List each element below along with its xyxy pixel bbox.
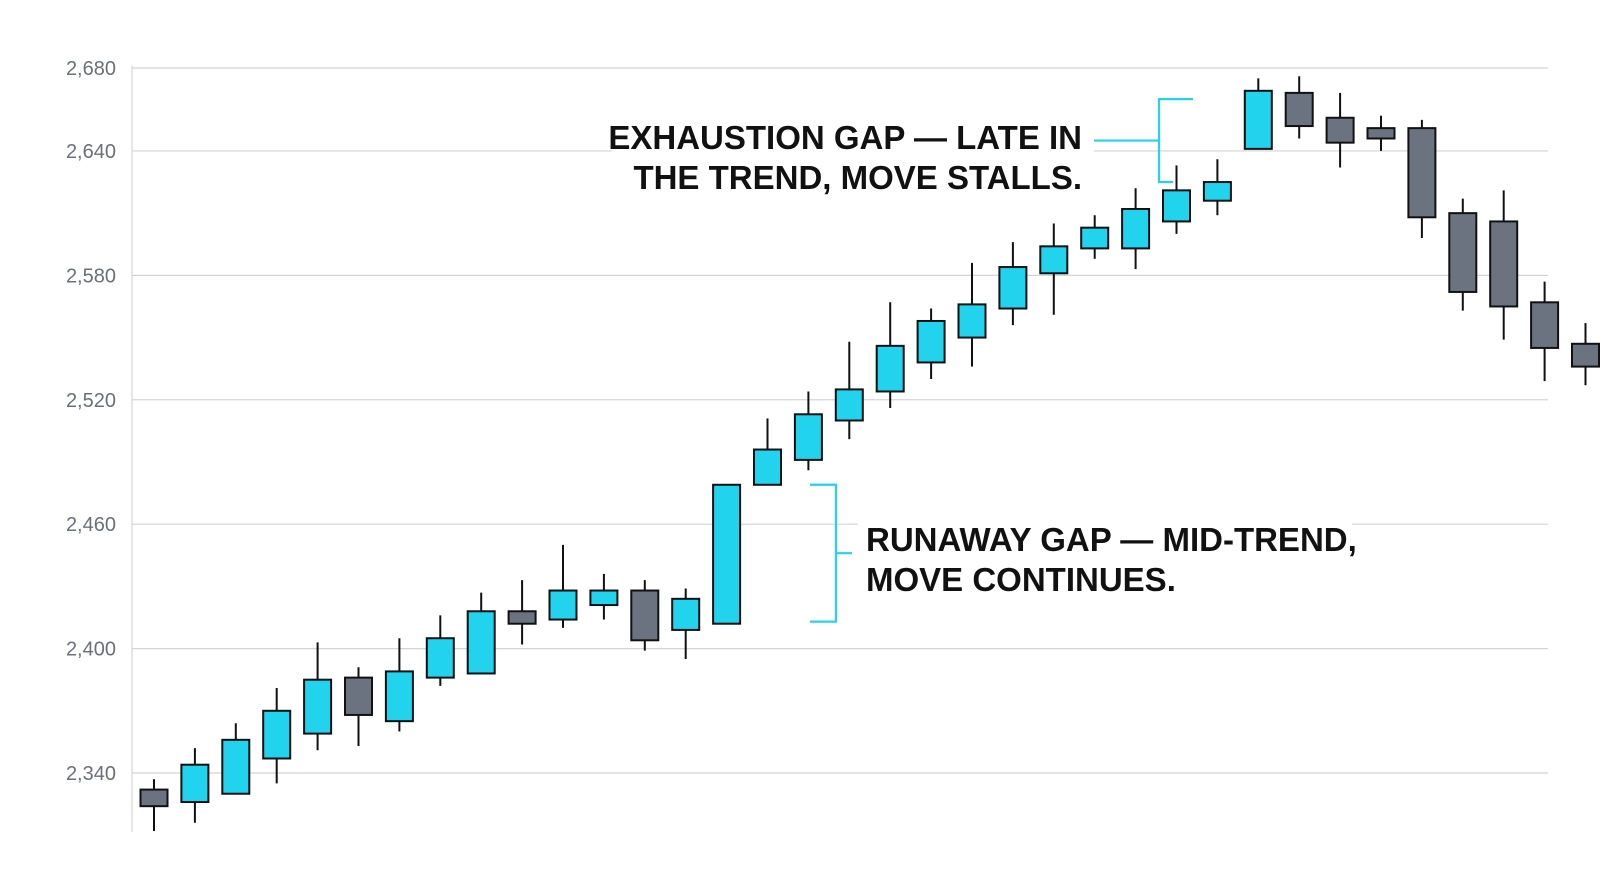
candle [1039, 223, 1069, 315]
candle-body [875, 344, 905, 393]
candle [998, 242, 1028, 326]
candle [793, 391, 823, 471]
candle [1489, 190, 1519, 340]
annotation-text-line: EXHAUSTION GAP — LATE IN [608, 119, 1082, 156]
candle [1448, 198, 1478, 311]
candle [671, 588, 701, 659]
candle [630, 580, 660, 651]
candle [466, 592, 496, 675]
candle-body [425, 637, 455, 679]
candle [221, 723, 251, 795]
candle [1202, 159, 1232, 216]
candle-body [221, 738, 251, 795]
y-tick-label: 2,400 [66, 639, 116, 661]
candle [1162, 165, 1191, 234]
candle-body [793, 413, 823, 461]
candle [1571, 323, 1600, 386]
candle-body [344, 676, 373, 716]
y-tick-label: 2,640 [66, 141, 116, 163]
candle [1325, 92, 1355, 168]
candle-body [303, 678, 333, 735]
runaway-gap-bracket [810, 483, 852, 623]
candle [344, 667, 373, 747]
candle [303, 642, 333, 751]
candle [139, 779, 169, 832]
candle-body [1243, 89, 1273, 150]
candle-body [1325, 116, 1355, 144]
candle-body [916, 319, 946, 364]
candle-body [753, 448, 782, 486]
candle-body [589, 589, 619, 607]
candle [1366, 115, 1396, 151]
candle-body [1407, 127, 1437, 219]
candle-body [180, 763, 210, 804]
y-tick-label: 2,340 [66, 763, 116, 785]
exhaustion-gap-bracket [1094, 98, 1193, 184]
candle [589, 573, 619, 620]
candle-body [671, 597, 701, 631]
annotation-backdrop [612, 112, 1094, 198]
candle [262, 687, 292, 784]
y-tick-label: 2,680 [66, 58, 116, 80]
candle [1243, 78, 1273, 150]
candle [1284, 76, 1314, 139]
candle [1530, 281, 1560, 382]
annotation-text-line: THE TREND, MOVE STALLS. [633, 159, 1082, 196]
candle [1121, 188, 1151, 270]
candle-body [1366, 127, 1396, 140]
candle-body [957, 303, 987, 339]
candle [957, 262, 987, 367]
candle [834, 341, 864, 440]
candle-body [1489, 220, 1519, 308]
candle [507, 580, 537, 645]
candle-body [1530, 301, 1560, 349]
candle-body [1448, 212, 1478, 293]
candles [139, 76, 1600, 832]
candle-body [998, 266, 1028, 310]
candle [1080, 215, 1110, 259]
candle-body [139, 788, 169, 808]
candle-body [262, 709, 292, 760]
candle-body [1080, 226, 1110, 250]
annotation-backdrop [858, 514, 1352, 600]
candle-body [466, 610, 496, 675]
candle-body [548, 589, 578, 621]
annotation-text-line: RUNAWAY GAP — MID-TREND, [866, 521, 1357, 558]
candle-body [630, 589, 660, 642]
y-tick-label: 2,520 [66, 390, 116, 412]
candle-body [1121, 208, 1151, 250]
candle [384, 638, 414, 732]
annotation-text-line: MOVE CONTINUES. [866, 561, 1176, 598]
y-axis: 2,340 2,400 2,460 2,520 2,580 2,640 2,680 [66, 58, 116, 785]
candle [875, 302, 905, 409]
candle [180, 748, 210, 823]
candle [712, 483, 742, 625]
candle-body [1162, 189, 1191, 223]
candle-body [712, 483, 742, 625]
candle-body [507, 610, 537, 625]
candle-body [1039, 245, 1069, 275]
candle-body [834, 388, 864, 422]
candle-body [1571, 342, 1600, 368]
candle [425, 615, 455, 686]
candle-body [384, 670, 414, 723]
candle-body [1202, 181, 1232, 202]
y-tick-label: 2,460 [66, 514, 116, 536]
candle-body [1284, 91, 1314, 128]
candle [1407, 119, 1437, 239]
candle [753, 418, 782, 486]
y-tick-label: 2,580 [66, 265, 116, 287]
annotation-runaway-gap: RUNAWAY GAP — MID-TREND,MOVE CONTINUES. [810, 483, 1357, 623]
candle [916, 308, 946, 380]
candle [548, 544, 578, 628]
